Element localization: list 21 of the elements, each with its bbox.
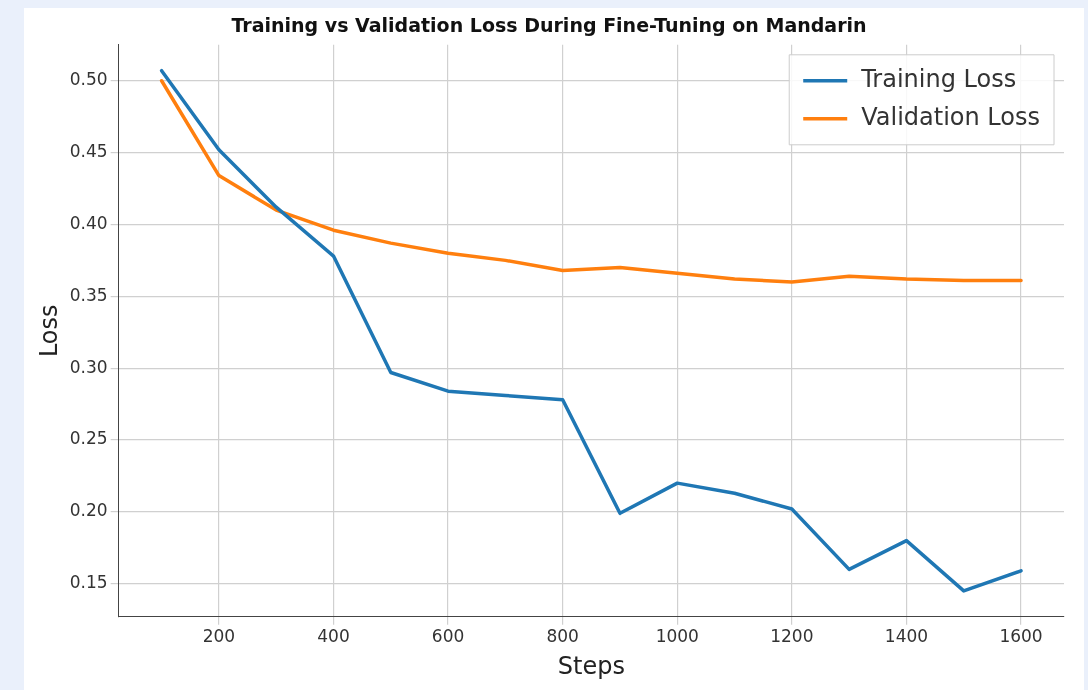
x-tick-label: 200	[202, 626, 236, 647]
y-tick-label: 0.40	[69, 212, 108, 233]
y-axis-title: Loss	[34, 304, 63, 358]
y-tick-label: 0.45	[69, 141, 108, 162]
y-tick-label: 0.15	[69, 572, 108, 593]
x-tick-label: 400	[317, 626, 350, 647]
legend-label: Validation Loss	[861, 103, 1040, 132]
x-axis-title: Steps	[557, 651, 625, 680]
y-tick-label: 0.50	[69, 69, 108, 90]
legend-label: Training Loss	[860, 65, 1017, 94]
x-tick-label: 1400	[884, 626, 929, 647]
y-tick-label: 0.35	[69, 284, 108, 305]
x-tick-label: 1600	[999, 626, 1043, 647]
x-tick-label: 1000	[655, 626, 699, 647]
y-tick-label: 0.20	[69, 500, 108, 521]
y-tick-label: 0.30	[69, 356, 108, 377]
chart-title: Training vs Validation Loss During Fine-Tuning on Mandarin	[231, 14, 867, 37]
x-tick-label: 800	[546, 626, 579, 647]
x-tick-label: 1200	[770, 626, 814, 647]
y-tick-label: 0.25	[69, 428, 108, 449]
x-tick-label: 600	[431, 626, 465, 647]
